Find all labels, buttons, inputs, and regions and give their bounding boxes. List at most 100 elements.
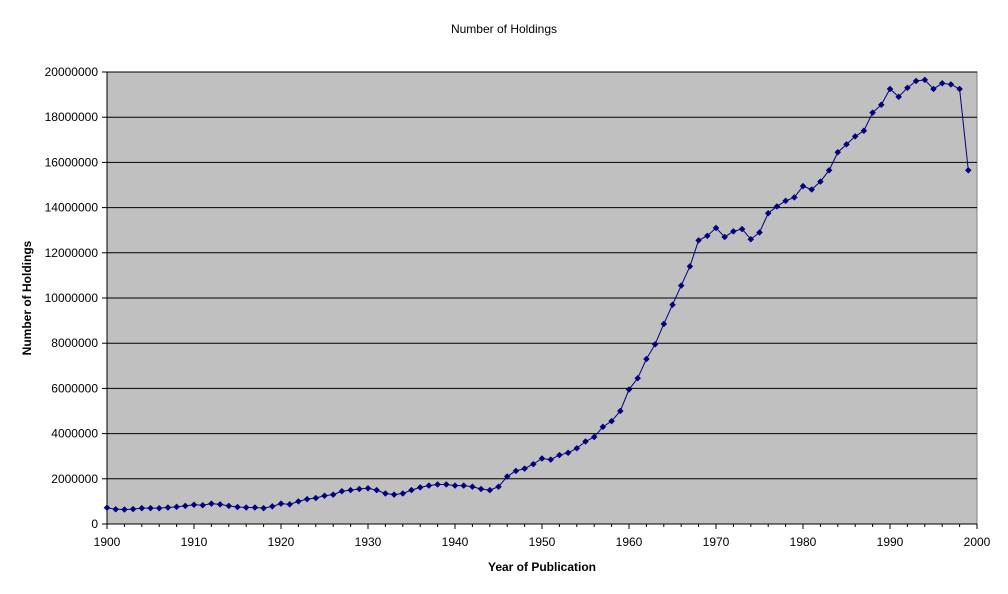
data-point	[625, 386, 633, 393]
data-point	[703, 232, 711, 240]
x-tick-label: 2000	[964, 535, 991, 549]
data-point	[442, 481, 450, 488]
data-point	[347, 486, 354, 494]
y-tick-label: 10000000	[45, 291, 99, 305]
data-point	[112, 505, 120, 513]
x-tick-label: 1990	[877, 535, 904, 549]
data-point	[103, 504, 111, 512]
data-point	[251, 504, 259, 511]
data-point	[364, 484, 372, 492]
data-point	[843, 140, 850, 148]
data-point	[738, 225, 746, 233]
data-point	[869, 109, 876, 117]
x-tick-label: 1950	[529, 535, 556, 549]
data-point	[695, 237, 702, 244]
data-point	[338, 487, 346, 495]
series-markers	[103, 76, 972, 513]
data-point	[277, 500, 285, 508]
data-point	[495, 483, 502, 491]
data-point	[208, 500, 215, 508]
data-point	[556, 451, 563, 459]
y-tick-label: 0	[91, 517, 98, 531]
data-point	[147, 504, 154, 512]
data-point	[312, 494, 320, 502]
data-point	[268, 503, 276, 510]
data-point	[877, 101, 885, 109]
data-point	[121, 506, 128, 513]
x-axis-label: Year of Publication	[488, 560, 596, 574]
data-point	[234, 503, 241, 511]
x-tick-label: 1980	[790, 535, 817, 549]
data-point	[834, 148, 842, 156]
data-point	[930, 85, 937, 93]
data-point	[173, 503, 180, 511]
data-point	[486, 486, 494, 494]
data-point	[773, 203, 781, 210]
data-point	[399, 490, 407, 497]
data-point	[582, 438, 589, 445]
data-point	[825, 166, 833, 174]
data-point	[216, 500, 224, 508]
data-point	[408, 486, 415, 494]
x-tick-label: 1940	[442, 535, 469, 549]
x-tick-label: 1930	[355, 535, 382, 549]
data-point	[895, 93, 903, 101]
data-point	[460, 482, 468, 489]
data-point	[860, 127, 868, 135]
data-point	[756, 229, 763, 236]
y-tick-label: 12000000	[45, 246, 99, 260]
data-point	[964, 166, 972, 174]
data-point	[651, 340, 659, 348]
y-tick-label: 8000000	[51, 336, 98, 350]
data-point	[138, 504, 146, 512]
data-point	[634, 374, 642, 382]
data-point	[547, 456, 555, 463]
data-point	[712, 224, 720, 232]
gridlines	[107, 71, 977, 480]
x-axis-ticks: 1900 1910 1920 1930 1940 1950 1960 1970 1980 1990…	[94, 524, 991, 549]
data-point	[373, 486, 381, 494]
data-point	[303, 495, 311, 503]
data-point	[643, 355, 650, 363]
data-point	[782, 197, 789, 205]
series-line	[106, 79, 969, 511]
data-point	[747, 235, 755, 243]
data-point	[808, 186, 816, 193]
data-point	[956, 85, 963, 93]
data-point	[677, 282, 685, 289]
data-point	[616, 407, 624, 415]
y-tick-label: 4000000	[51, 427, 98, 441]
chart-title: Number of Holdings	[451, 22, 557, 36]
x-tick-label: 1910	[181, 535, 208, 549]
data-point	[503, 473, 511, 480]
data-point	[295, 498, 302, 505]
data-point	[382, 490, 389, 497]
data-point	[190, 501, 198, 509]
data-point	[390, 491, 398, 498]
data-point	[730, 227, 737, 235]
data-point	[947, 81, 955, 88]
y-axis-ticks: 0 2000000 4000000 6000000 8000000 10000000 120…	[45, 65, 107, 531]
data-point	[764, 209, 772, 217]
data-point	[199, 501, 207, 509]
y-axis-label: Number of Holdings	[20, 240, 34, 355]
data-point	[521, 465, 528, 472]
data-point	[599, 423, 607, 431]
data-point	[538, 455, 546, 462]
data-point	[225, 502, 233, 510]
data-point	[321, 492, 328, 500]
data-point	[477, 485, 485, 493]
data-point	[529, 460, 537, 468]
data-point	[564, 449, 572, 457]
data-point	[912, 77, 920, 85]
y-tick-label: 14000000	[45, 201, 99, 215]
data-point	[938, 79, 946, 87]
data-point	[260, 504, 267, 512]
y-tick-label: 18000000	[45, 110, 99, 124]
data-point	[799, 182, 807, 190]
data-point	[434, 481, 441, 488]
data-point	[817, 178, 824, 185]
data-point	[590, 433, 598, 441]
data-point	[573, 444, 581, 452]
